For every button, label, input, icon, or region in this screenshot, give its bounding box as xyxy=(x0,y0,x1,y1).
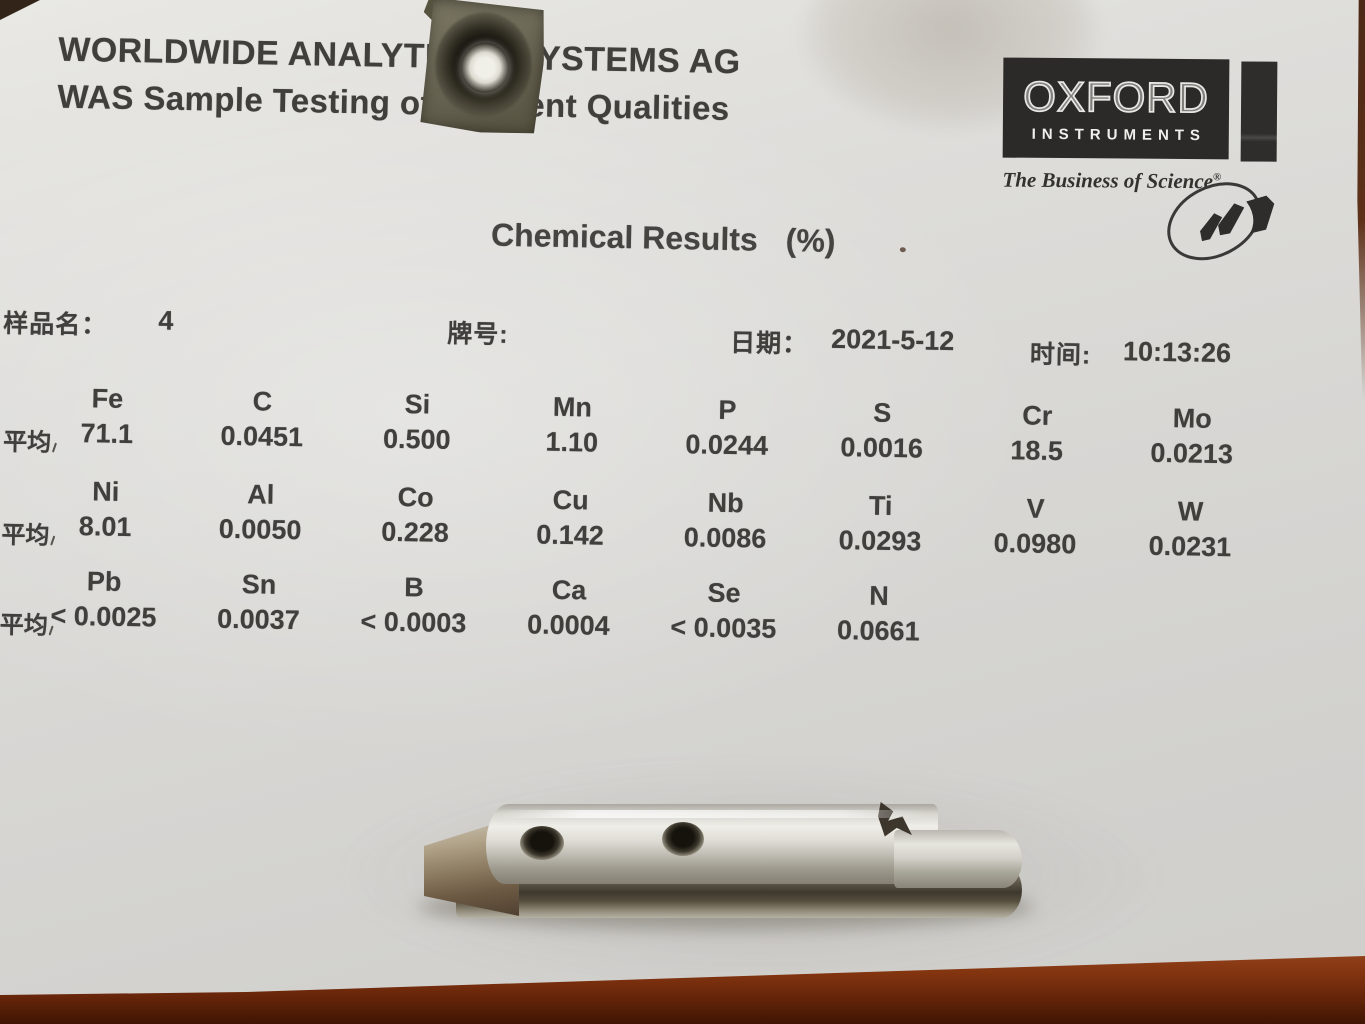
element-symbol: Mo xyxy=(1172,403,1213,434)
element-value: < 0.0035 xyxy=(670,611,777,644)
sample-name-label: 样品名： xyxy=(3,309,108,340)
element-value: 8.01 xyxy=(78,511,132,543)
element-value: 0.0050 xyxy=(218,513,302,546)
sample-name-value: 4 xyxy=(158,305,174,336)
element-value: 0.0004 xyxy=(526,609,610,641)
element-symbol: V xyxy=(1026,493,1045,524)
element-value: 0.228 xyxy=(381,516,450,548)
date-value: 2021-5-12 xyxy=(830,323,955,357)
element-symbol: Mn xyxy=(552,391,593,423)
element-symbol: Cu xyxy=(552,484,589,516)
was-logo-icon xyxy=(1167,182,1275,261)
element-value: 0.0037 xyxy=(216,603,301,636)
element-symbol: Nb xyxy=(707,487,744,519)
time-label: 时间: xyxy=(1029,340,1092,370)
element-value: 0.0451 xyxy=(220,420,304,453)
element-value: < 0.0003 xyxy=(360,606,467,639)
logo-black-box: OXFORD INSTRUMENTS xyxy=(1002,57,1230,160)
oxford-instruments-logo: OXFORD INSTRUMENTS The Business of Scien… xyxy=(1002,50,1304,261)
element-value: 0.0231 xyxy=(1148,530,1232,563)
rod-drill-hole xyxy=(662,822,704,856)
chemical-results-table: Fe C Si Mn P S Cr Mo 平均 71.1 0.0451 0.50… xyxy=(0,0,1365,646)
element-value: 1.10 xyxy=(545,426,599,458)
element-symbol: Fe xyxy=(91,383,124,414)
element-value: 71.1 xyxy=(80,418,134,450)
logo-brand-text: OXFORD xyxy=(1022,72,1210,122)
rod-drill-hole xyxy=(520,826,564,860)
report-header: WORLDWIDE ANALYTICAL SYSTEMS AG WAS Samp… xyxy=(57,27,741,132)
element-symbol: Si xyxy=(404,389,431,420)
element-symbol: Al xyxy=(246,479,275,510)
element-value: 0.142 xyxy=(535,519,605,551)
element-symbol: P xyxy=(718,394,737,426)
element-value: < 0.0025 xyxy=(50,600,157,633)
element-value: 0.0086 xyxy=(683,522,767,554)
sample-info-row: 样品名： 4 牌号: 日期： 2021-5-12 时间: 10:13:26 xyxy=(1,0,1365,370)
rod-right-section xyxy=(894,830,1022,888)
element-symbol: Ca xyxy=(551,574,587,606)
element-symbol: C xyxy=(252,386,273,417)
metal-sample-rod xyxy=(418,798,1034,933)
element-symbol: Cr xyxy=(1022,400,1053,431)
element-symbol: W xyxy=(1177,496,1204,527)
logo-side-bar xyxy=(1240,61,1278,162)
element-symbol: Sn xyxy=(241,569,277,600)
title-text: Chemical Results xyxy=(490,216,759,258)
date-label: 日期： xyxy=(729,329,809,359)
element-symbol: N xyxy=(868,580,890,611)
element-symbol: Ni xyxy=(91,476,120,507)
paper-speck xyxy=(899,247,906,253)
element-symbol: B xyxy=(404,572,425,603)
element-symbol: Pb xyxy=(86,566,122,597)
report-title: Chemical Results (%) xyxy=(491,217,836,260)
desk-wood-edge xyxy=(1357,0,1365,400)
element-symbol: Co xyxy=(397,481,434,513)
element-symbol: S xyxy=(873,397,892,429)
element-symbol: Se xyxy=(707,577,741,609)
element-symbol: Ti xyxy=(868,490,893,522)
element-value: 0.500 xyxy=(382,423,451,455)
element-value: 0.0016 xyxy=(840,432,924,464)
logo-brand-subtext: INSTRUMENTS xyxy=(1031,125,1207,145)
element-value: 0.0244 xyxy=(685,429,769,461)
element-value: 0.0213 xyxy=(1150,437,1234,470)
element-value: 0.0980 xyxy=(993,527,1077,560)
rod-specular-highlight xyxy=(496,810,926,818)
grade-label: 牌号: xyxy=(446,319,509,349)
element-value: 0.0661 xyxy=(836,615,920,647)
element-value: 0.0293 xyxy=(838,525,922,557)
time-value: 10:13:26 xyxy=(1122,336,1232,369)
burnt-sample-chip xyxy=(418,0,549,137)
title-unit: (%) xyxy=(785,222,836,259)
element-value: 18.5 xyxy=(1010,435,1064,467)
